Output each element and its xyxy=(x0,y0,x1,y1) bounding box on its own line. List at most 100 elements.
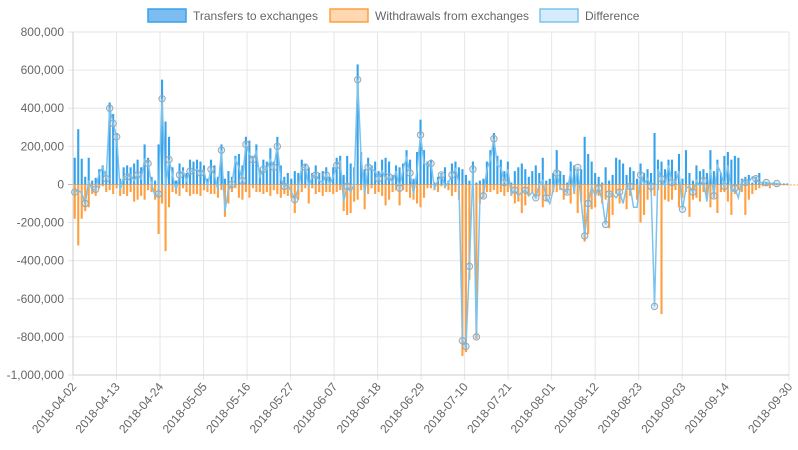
transfer-bar[interactable] xyxy=(580,169,583,185)
transfer-bar[interactable] xyxy=(747,174,750,185)
transfer-bar[interactable] xyxy=(276,136,279,185)
transfer-bar[interactable] xyxy=(101,165,104,185)
transfer-bar[interactable] xyxy=(684,150,688,185)
withdrawal-bar[interactable] xyxy=(370,184,373,189)
difference-point[interactable] xyxy=(689,188,697,196)
withdrawal-bar[interactable] xyxy=(269,184,272,196)
withdrawal-bar[interactable] xyxy=(206,184,209,193)
withdrawal-bar[interactable] xyxy=(108,184,111,191)
withdrawal-bar[interactable] xyxy=(789,184,792,186)
difference-point[interactable] xyxy=(364,163,372,171)
withdrawal-bar[interactable] xyxy=(677,184,681,208)
withdrawal-bar[interactable] xyxy=(796,184,798,186)
transfer-bar[interactable] xyxy=(604,167,607,185)
withdrawal-bar[interactable] xyxy=(772,184,775,186)
transfer-bar[interactable] xyxy=(349,163,352,185)
withdrawal-bar[interactable] xyxy=(241,184,244,200)
transfer-bar[interactable] xyxy=(663,169,667,185)
transfer-bar[interactable] xyxy=(475,182,478,185)
transfer-bar[interactable] xyxy=(388,161,391,185)
withdrawal-bar[interactable] xyxy=(185,184,188,193)
difference-point[interactable] xyxy=(273,142,282,151)
transfer-bar[interactable] xyxy=(286,173,289,185)
difference-point[interactable] xyxy=(605,190,613,198)
withdrawal-bar[interactable] xyxy=(744,184,747,215)
transfer-bar[interactable] xyxy=(356,64,359,185)
transfer-bar[interactable] xyxy=(202,165,206,185)
difference-point[interactable] xyxy=(615,188,624,196)
transfer-bar[interactable] xyxy=(216,176,219,185)
difference-point[interactable] xyxy=(385,173,393,181)
transfer-bar[interactable] xyxy=(426,161,429,185)
transfer-bar[interactable] xyxy=(674,171,677,185)
difference-point[interactable] xyxy=(395,184,404,192)
withdrawal-bar[interactable] xyxy=(150,184,153,193)
transfer-bar[interactable] xyxy=(594,173,597,185)
transfer-bar[interactable] xyxy=(363,169,366,185)
withdrawal-bar[interactable] xyxy=(436,184,440,193)
withdrawal-bar[interactable] xyxy=(768,184,771,189)
withdrawal-bar[interactable] xyxy=(426,184,429,189)
withdrawal-bar[interactable] xyxy=(391,184,394,193)
transfer-bar[interactable] xyxy=(384,157,387,185)
withdrawal-bar[interactable] xyxy=(674,184,677,191)
withdrawal-bar[interactable] xyxy=(84,184,87,212)
withdrawal-bar[interactable] xyxy=(531,184,534,193)
transfer-bar[interactable] xyxy=(73,157,76,185)
withdrawal-bar[interactable] xyxy=(422,184,426,198)
difference-point[interactable] xyxy=(242,140,250,149)
transfer-bar[interactable] xyxy=(419,119,422,185)
transfer-bar[interactable] xyxy=(248,140,251,185)
withdrawal-bar[interactable] xyxy=(188,184,192,196)
withdrawal-bar[interactable] xyxy=(265,184,268,193)
withdrawal-bar[interactable] xyxy=(307,184,310,204)
withdrawal-bar[interactable] xyxy=(255,184,258,193)
difference-point[interactable] xyxy=(406,169,414,177)
transfer-bar[interactable] xyxy=(691,180,694,185)
withdrawal-bar[interactable] xyxy=(335,184,338,193)
transfer-bar[interactable] xyxy=(395,165,398,185)
transfer-bar[interactable] xyxy=(587,153,590,185)
withdrawal-bar[interactable] xyxy=(105,184,108,193)
transfer-bar[interactable] xyxy=(108,102,111,185)
withdrawal-bar[interactable] xyxy=(112,184,115,194)
withdrawal-bar[interactable] xyxy=(314,184,317,194)
withdrawal-bar[interactable] xyxy=(719,184,722,193)
withdrawal-bar[interactable] xyxy=(548,184,551,196)
transfer-bar[interactable] xyxy=(87,157,90,185)
difference-point[interactable] xyxy=(594,184,603,192)
withdrawal-bar[interactable] xyxy=(77,184,80,246)
withdrawal-bar[interactable] xyxy=(353,184,356,202)
withdrawal-bar[interactable] xyxy=(761,184,764,187)
transfer-bar[interactable] xyxy=(227,171,230,185)
withdrawal-bar[interactable] xyxy=(447,184,450,191)
transfer-bar[interactable] xyxy=(611,174,614,185)
difference-point[interactable] xyxy=(81,199,89,208)
difference-point[interactable] xyxy=(102,175,110,183)
withdrawal-bar[interactable] xyxy=(555,184,558,193)
transfer-bar[interactable] xyxy=(562,174,565,185)
withdrawal-bar[interactable] xyxy=(321,184,324,196)
transfer-bar[interactable] xyxy=(513,171,516,185)
withdrawal-bar[interactable] xyxy=(524,184,527,206)
difference-point[interactable] xyxy=(186,167,194,175)
withdrawal-bar[interactable] xyxy=(408,184,412,198)
withdrawal-bar[interactable] xyxy=(192,184,195,194)
withdrawal-bar[interactable] xyxy=(698,184,701,202)
legend-item-withdrawals[interactable]: Withdrawals from exchanges xyxy=(329,8,529,23)
transfer-bar[interactable] xyxy=(126,165,129,185)
withdrawal-bar[interactable] xyxy=(360,184,363,191)
withdrawal-bar[interactable] xyxy=(346,184,349,215)
transfer-bar[interactable] xyxy=(489,150,492,185)
withdrawal-bar[interactable] xyxy=(440,184,443,187)
difference-point[interactable] xyxy=(752,175,760,183)
transfer-bar[interactable] xyxy=(643,173,646,185)
transfer-bar[interactable] xyxy=(223,178,226,185)
transfer-bar[interactable] xyxy=(601,182,604,185)
difference-point[interactable] xyxy=(259,165,268,173)
withdrawal-bar[interactable] xyxy=(202,184,206,191)
withdrawal-bar[interactable] xyxy=(248,184,251,198)
withdrawal-bar[interactable] xyxy=(541,184,544,208)
withdrawal-bar[interactable] xyxy=(569,184,572,204)
withdrawal-bar[interactable] xyxy=(140,184,143,196)
